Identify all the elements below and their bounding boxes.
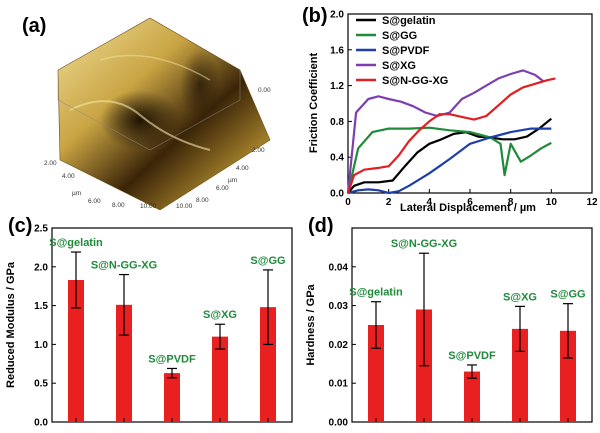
bar-S@XG (212, 336, 228, 422)
afm-right-tick: 10.00 (176, 203, 193, 210)
x-tick-label: 10 (546, 197, 558, 208)
y-tick-label: 0.02 (329, 340, 349, 351)
panel-label-a: (a) (22, 15, 46, 37)
y-axis-title: Friction Coefficient (308, 53, 320, 154)
friction-chart: (b) 0 2 4 6 8 10 12 0.0 0.4 0.8 1.2 1.6 2.0 S@gelatin… (302, 5, 598, 214)
afm-right-tick: 4.00 (236, 165, 249, 172)
afm-left-tick: 4.00 (62, 173, 75, 180)
x-tick-label: 0 (345, 197, 351, 208)
series-line-S@gelatin (347, 117, 552, 194)
bar-S@gelatin (68, 279, 84, 422)
y-tick-label: 0.4 (330, 153, 344, 164)
y-axis-title: Hardness / GPa (305, 283, 317, 365)
y-tick-label: 1.2 (330, 81, 344, 92)
bar-S@XG (512, 328, 528, 422)
y-tick-label: 0.0 (34, 418, 48, 429)
panel-label-d: (d) (308, 215, 334, 237)
legend-label: S@N-GG-XG (382, 75, 448, 87)
x-tick-label: 12 (586, 197, 598, 208)
afm-right-axis: 2.00 4.00 µm 6.00 8.00 10.00 (176, 147, 265, 210)
afm-right-tick: 8.00 (196, 197, 209, 204)
bar-label: S@PVDF (448, 350, 496, 362)
x-axis-title: Lateral Displacement / µm (400, 202, 536, 214)
panel-label-c: (c) (8, 215, 32, 237)
y-tick-label: 0.5 (34, 379, 48, 390)
bar-S@N-GG-XG (116, 304, 132, 422)
afm-panel: (a) 2.00 4.00 µm 6.00 8.00 10.00 2.00 4.… (22, 15, 271, 210)
x-tick-label: 8 (508, 197, 514, 208)
bar-S@PVDF (164, 373, 180, 422)
legend-label: S@PVDF (382, 45, 430, 57)
y-tick-label: 0.04 (329, 262, 349, 273)
y-tick-label: 0.00 (329, 418, 349, 429)
y-tick-label: 0.01 (329, 379, 349, 390)
bar-label: S@gelatin (49, 237, 103, 249)
x-tick-label: 6 (467, 197, 473, 208)
afm-left-unit: µm (72, 190, 81, 197)
y-tick-label: 0.8 (330, 117, 344, 128)
afm-left-tick: 8.00 (112, 202, 125, 209)
bar-label: S@N-GG-XG (91, 260, 157, 272)
modulus-chart: (c) 0.0 0.5 1.0 1.5 2.0 2.5S@gelatin S@N-GG-XG… (5, 215, 293, 429)
bar-S@GG (260, 307, 276, 422)
afm-z-tick: 0.00 (258, 87, 271, 94)
bar-label: S@PVDF (148, 353, 196, 365)
afm-right-tick: 6.00 (216, 185, 229, 192)
series-line-S@GG (346, 126, 552, 194)
series-line-S@N-GG-XG (346, 77, 556, 194)
bar-label: S@N-GG-XG (391, 238, 457, 250)
afm-left-tick: 10.00 (140, 203, 157, 210)
afm-right-unit: µm (228, 177, 237, 184)
bar-label: S@XG (203, 309, 237, 321)
y-tick-label: 2.0 (34, 262, 48, 273)
y-tick-label: 1.5 (34, 301, 48, 312)
legend-label: S@GG (382, 30, 417, 42)
y-tick-label: 2.0 (330, 10, 344, 21)
bar-S@PVDF (464, 371, 480, 422)
bar-S@gelatin (368, 325, 384, 422)
hardness-chart: (d) 0.00 0.01 0.02 0.03 0.04 S@gelatin S@N-GG-… (305, 215, 593, 429)
afm-left-tick: 2.00 (44, 160, 57, 167)
y-tick-label: 0.03 (329, 301, 349, 312)
y-tick-label: 1.0 (34, 340, 48, 351)
y-tick-label: 0.0 (330, 189, 344, 200)
bar-label: S@XG (503, 291, 537, 303)
afm-left-tick: 6.00 (88, 198, 101, 205)
panel-label-b: (b) (302, 5, 328, 27)
bar-label: S@GG (550, 289, 585, 301)
x-tick-label: 2 (386, 197, 392, 208)
afm-left-axis: 2.00 4.00 µm 6.00 8.00 10.00 (44, 160, 157, 210)
x-tick-label: 4 (427, 197, 433, 208)
bar-label: S@GG (250, 255, 285, 267)
y-tick-label: 2.5 (34, 224, 48, 235)
y-axis-title: Reduced Modulus / GPa (5, 261, 17, 388)
bar-S@GG (560, 330, 576, 422)
afm-right-tick: 2.00 (252, 147, 265, 154)
bar-label: S@gelatin (349, 287, 403, 299)
series-line-S@PVDF (347, 127, 552, 195)
y-tick-label: 1.6 (330, 45, 344, 56)
legend-label: S@XG (382, 60, 416, 72)
legend-label: S@gelatin (382, 15, 436, 27)
